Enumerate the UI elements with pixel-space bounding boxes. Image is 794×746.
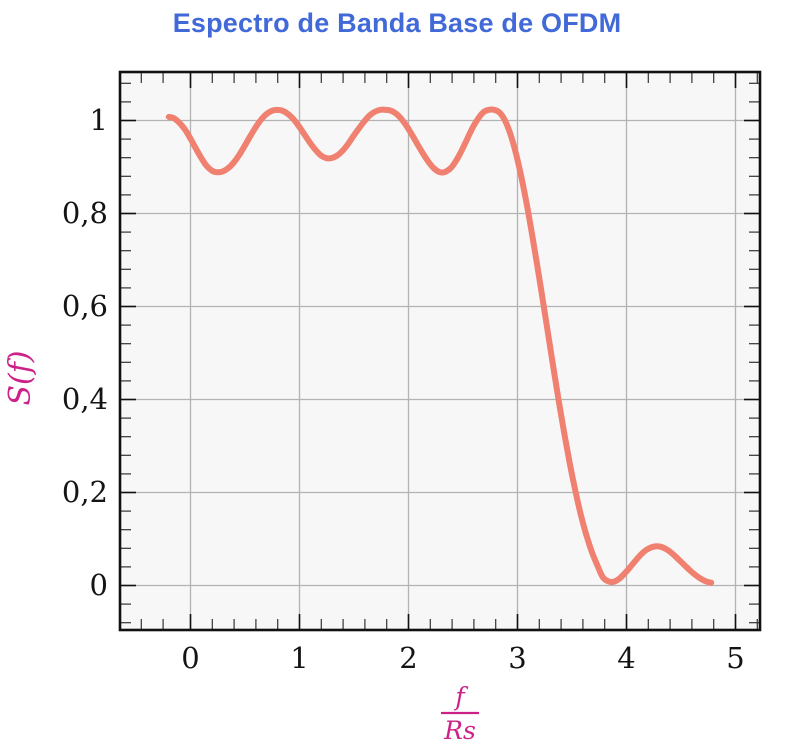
minor-ticks-bottom <box>140 619 758 630</box>
x-axis-label-denominator: Rs <box>443 716 476 745</box>
y-tick-label: 0 <box>90 568 108 602</box>
minor-ticks-left <box>120 82 131 624</box>
gridlines-horizontal <box>120 119 760 587</box>
x-tick-label: 5 <box>726 641 744 675</box>
y-tick-label: 0,6 <box>62 289 108 323</box>
data-series-line <box>165 106 715 586</box>
y-tick-label: 0,4 <box>62 382 108 416</box>
x-tick-label: 3 <box>508 641 526 675</box>
x-axis-tick-labels: 0 1 2 3 4 5 <box>181 641 744 675</box>
plot-frame <box>118 70 762 632</box>
minor-ticks-right <box>749 82 760 624</box>
y-tick-label: 0,8 <box>62 196 108 230</box>
y-tick-label: 0,2 <box>62 475 108 509</box>
x-axis-label-numerator: f <box>453 682 468 711</box>
x-tick-label: 4 <box>617 641 635 675</box>
minor-ticks-top <box>140 72 758 83</box>
y-axis-label: S(f) <box>3 350 38 405</box>
y-axis-tick-labels: 0 0,2 0,4 0,6 0,8 1 <box>62 103 108 602</box>
x-tick-label: 0 <box>181 641 199 675</box>
x-tick-label: 1 <box>290 641 308 675</box>
chart-title: Espectro de Banda Base de OFDM <box>172 8 622 38</box>
major-ticks <box>120 72 760 630</box>
gridlines-vertical <box>189 72 737 630</box>
x-tick-label: 2 <box>399 641 417 675</box>
y-tick-label: 1 <box>90 103 108 137</box>
y-axis-label-text: S(f) <box>3 350 38 405</box>
plot-background <box>120 72 760 630</box>
x-axis-label: f Rs <box>441 682 479 745</box>
